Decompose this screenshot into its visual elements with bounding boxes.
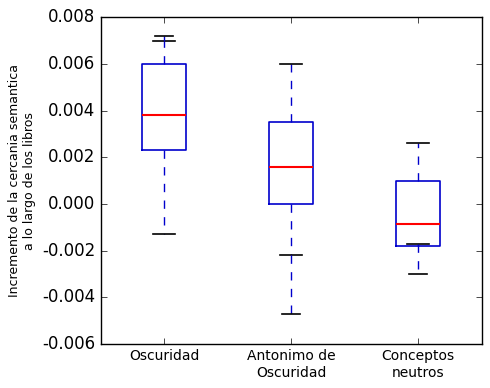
Y-axis label: Incremento de la cercania semantica
a lo largo de los libros: Incremento de la cercania semantica a lo…	[8, 64, 36, 297]
